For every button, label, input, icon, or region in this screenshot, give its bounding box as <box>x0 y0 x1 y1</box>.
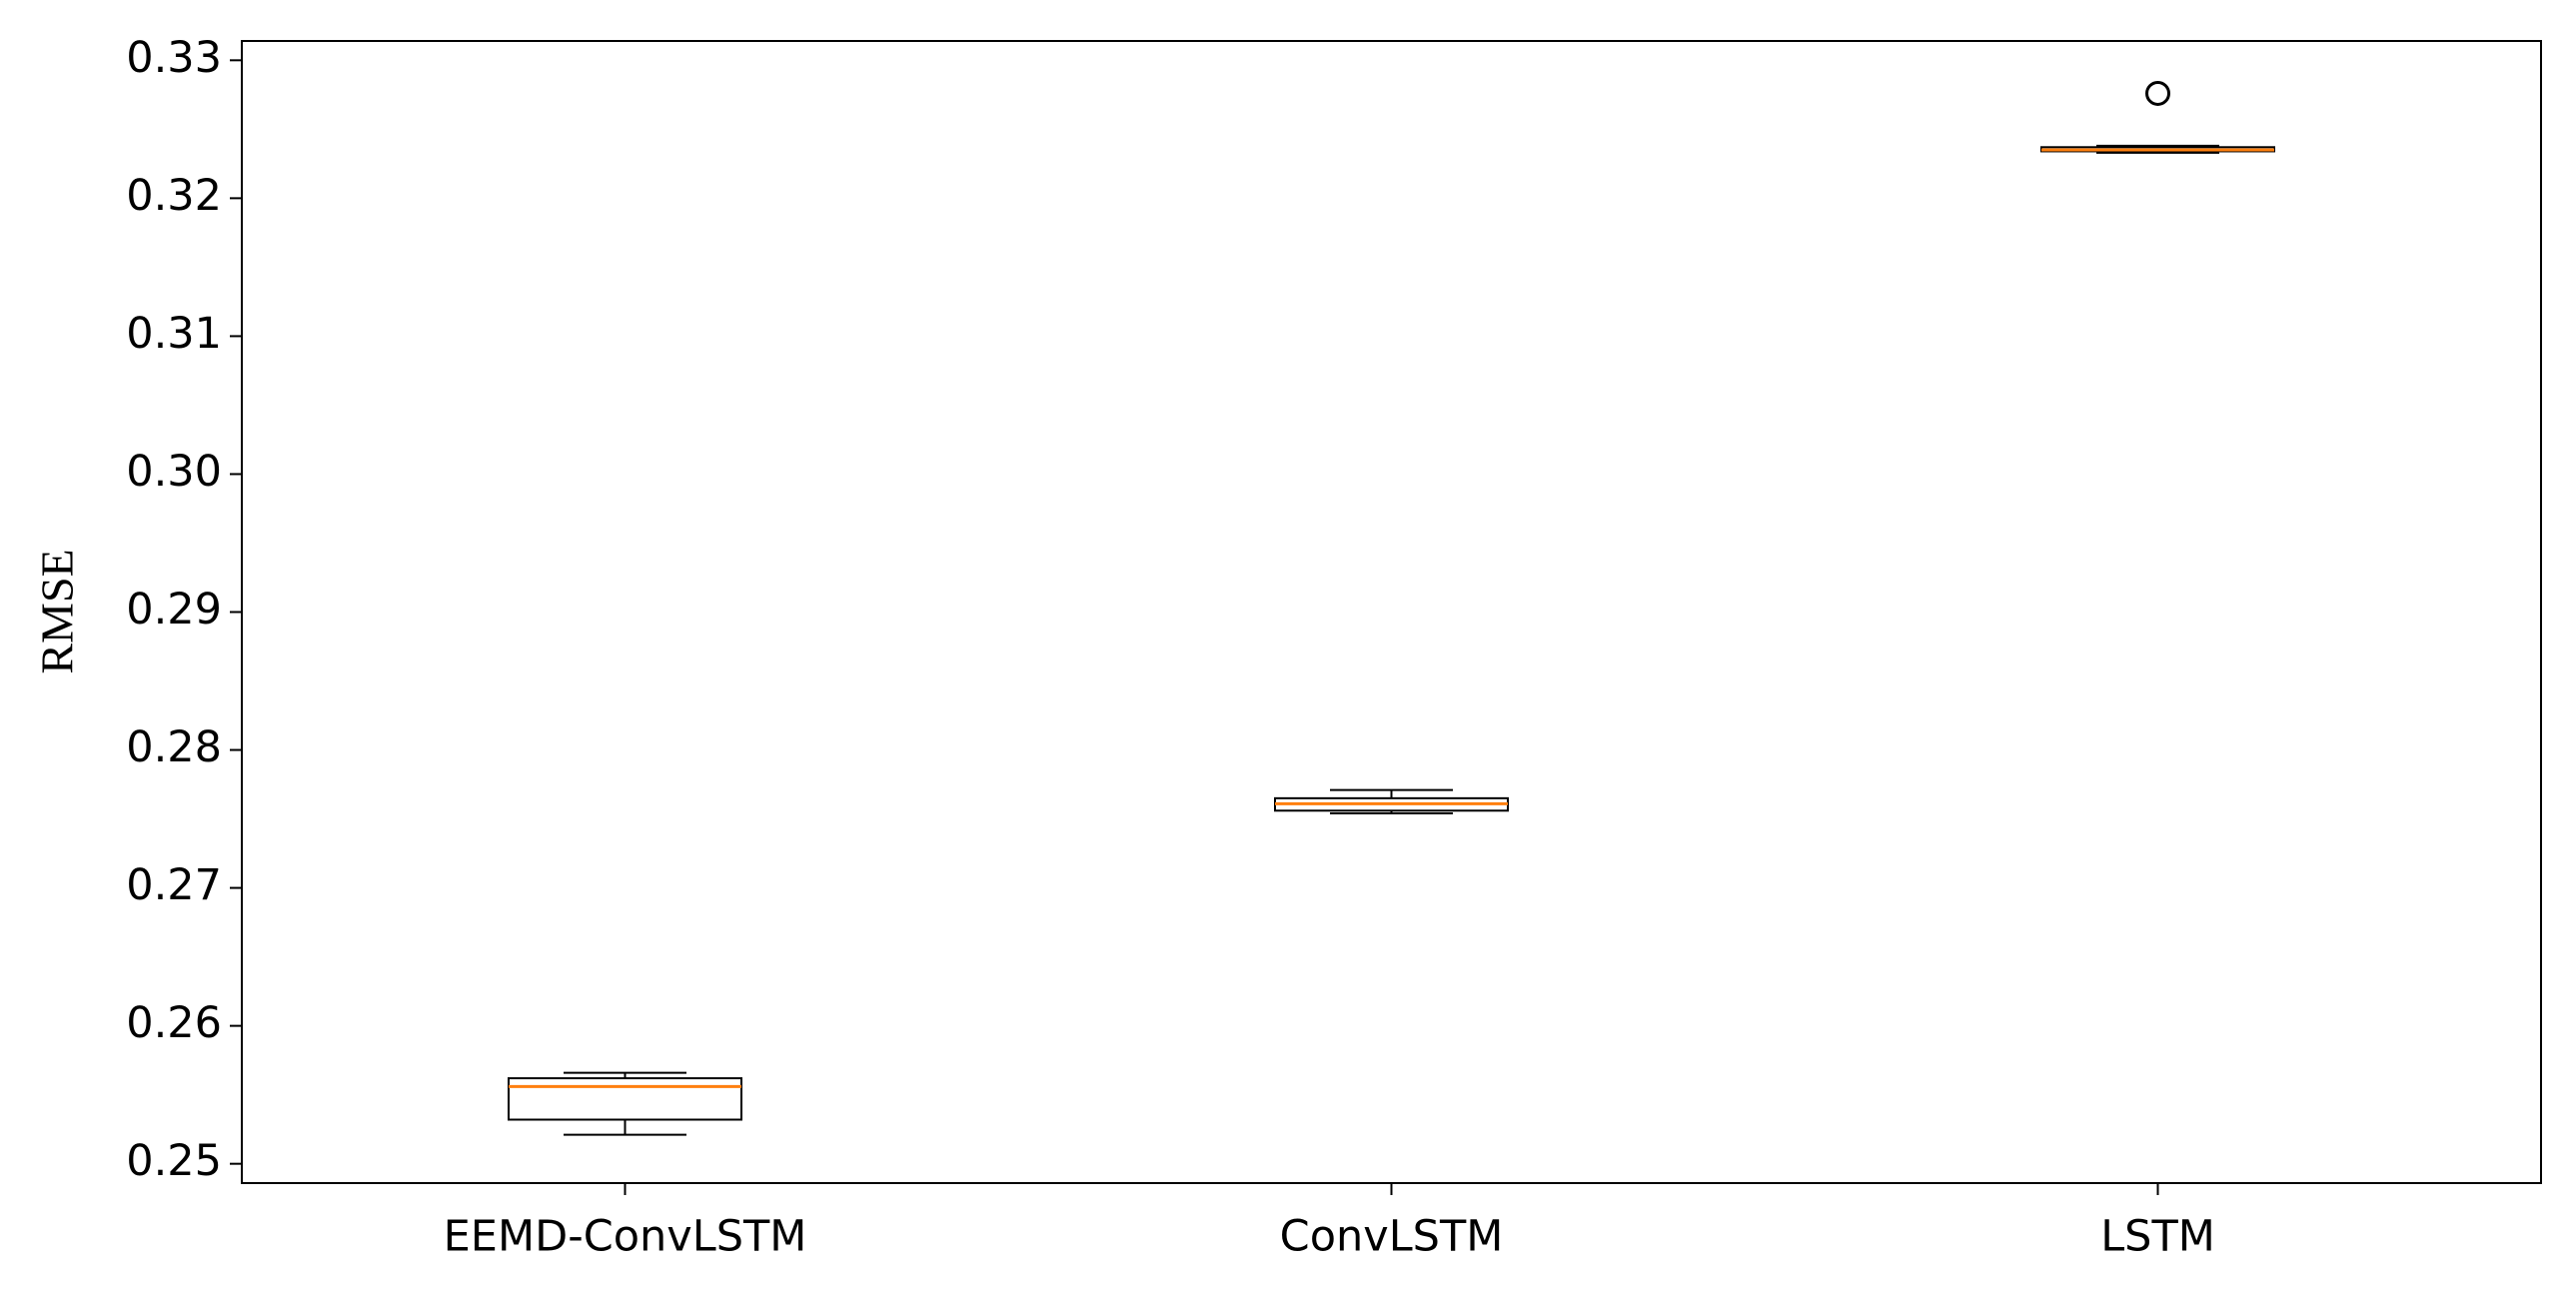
x-tick-label: EEMD-ConvLSTM <box>444 1212 807 1262</box>
y-tick-label: 0.28 <box>126 722 222 772</box>
x-tick-label: ConvLSTM <box>1280 1212 1504 1262</box>
y-tick-label: 0.32 <box>126 171 222 221</box>
plot-frame <box>241 40 2542 1184</box>
y-tick-label: 0.31 <box>126 309 222 359</box>
y-tick-label: 0.30 <box>126 447 222 497</box>
y-tick-label: 0.25 <box>126 1136 222 1186</box>
y-tick-label: 0.29 <box>126 585 222 635</box>
y-tick-label: 0.26 <box>126 998 222 1048</box>
y-axis-label: RMSE <box>32 549 83 673</box>
x-tick-label: LSTM <box>2100 1212 2215 1262</box>
y-tick-label: 0.33 <box>126 33 222 83</box>
box <box>508 1077 742 1121</box>
outlier <box>2145 80 2170 106</box>
y-tick-label: 0.27 <box>126 860 222 910</box>
